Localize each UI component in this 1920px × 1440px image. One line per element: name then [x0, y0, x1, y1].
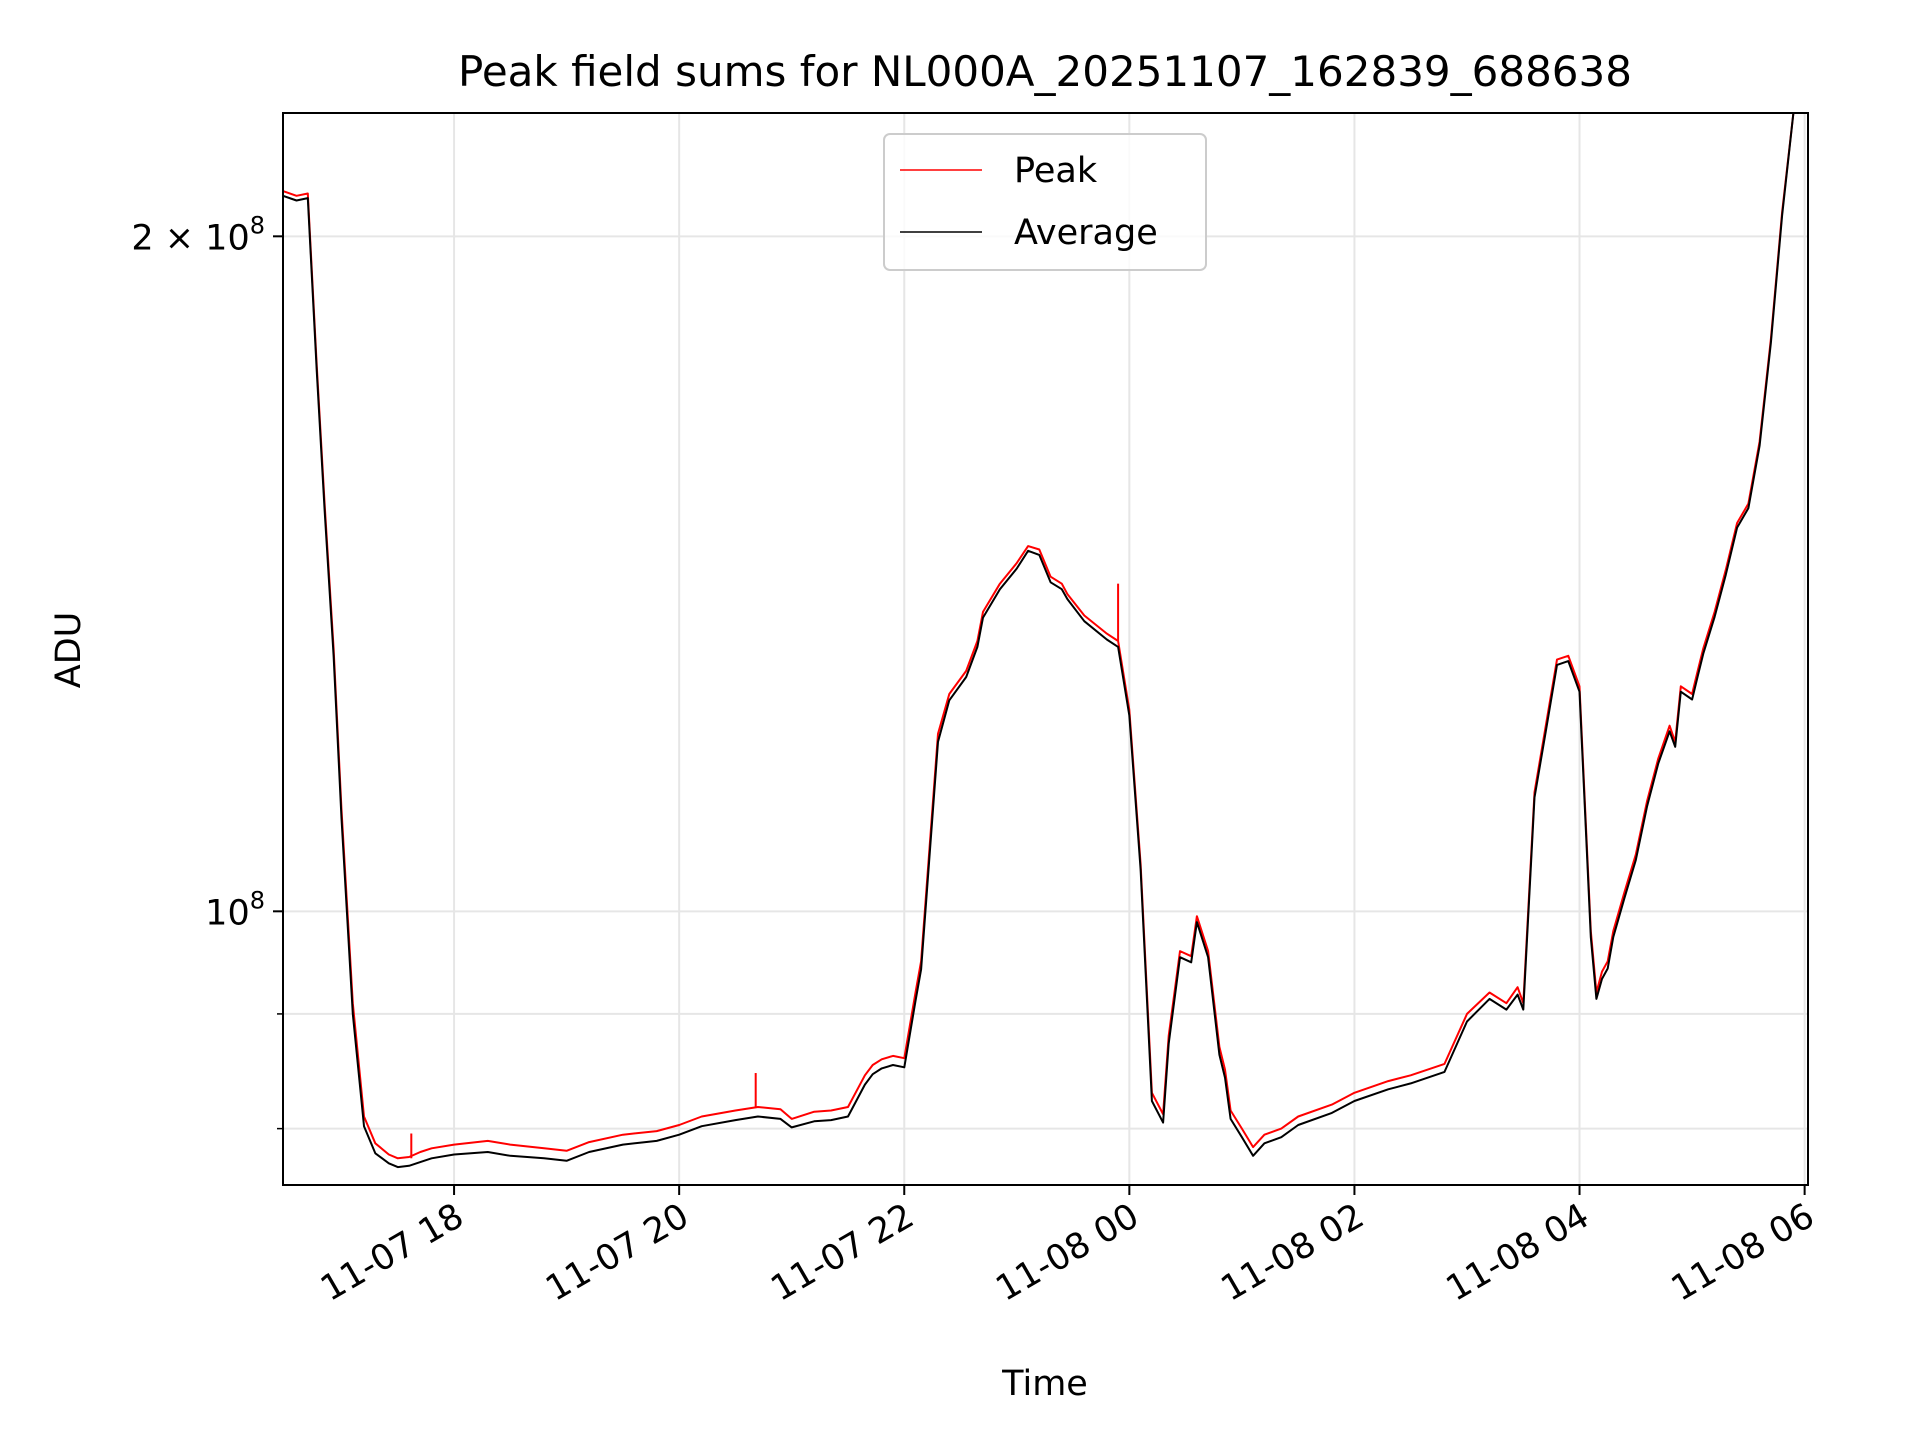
y-tick-label: 2 × 108: [131, 211, 265, 258]
x-axis-label: Time: [1001, 1364, 1088, 1404]
legend-box: [883, 133, 1207, 271]
series-lines: [283, 113, 1805, 1169]
legend: Peak Average: [883, 133, 1207, 271]
average-series-line: [283, 113, 1805, 1169]
plot-frame: [282, 112, 1809, 1186]
chart-title: Peak field sums for NL000A_20251107_1628…: [458, 47, 1632, 96]
legend-peak-label: Peak: [1014, 151, 1098, 191]
y-tick-label: 108: [205, 886, 265, 933]
grid-lines: [283, 113, 1808, 1185]
y-axis-label: ADU: [49, 612, 89, 689]
y-axis-ticks: 108 2 × 108: [131, 211, 283, 1130]
legend-average-label: Average: [1014, 213, 1158, 253]
